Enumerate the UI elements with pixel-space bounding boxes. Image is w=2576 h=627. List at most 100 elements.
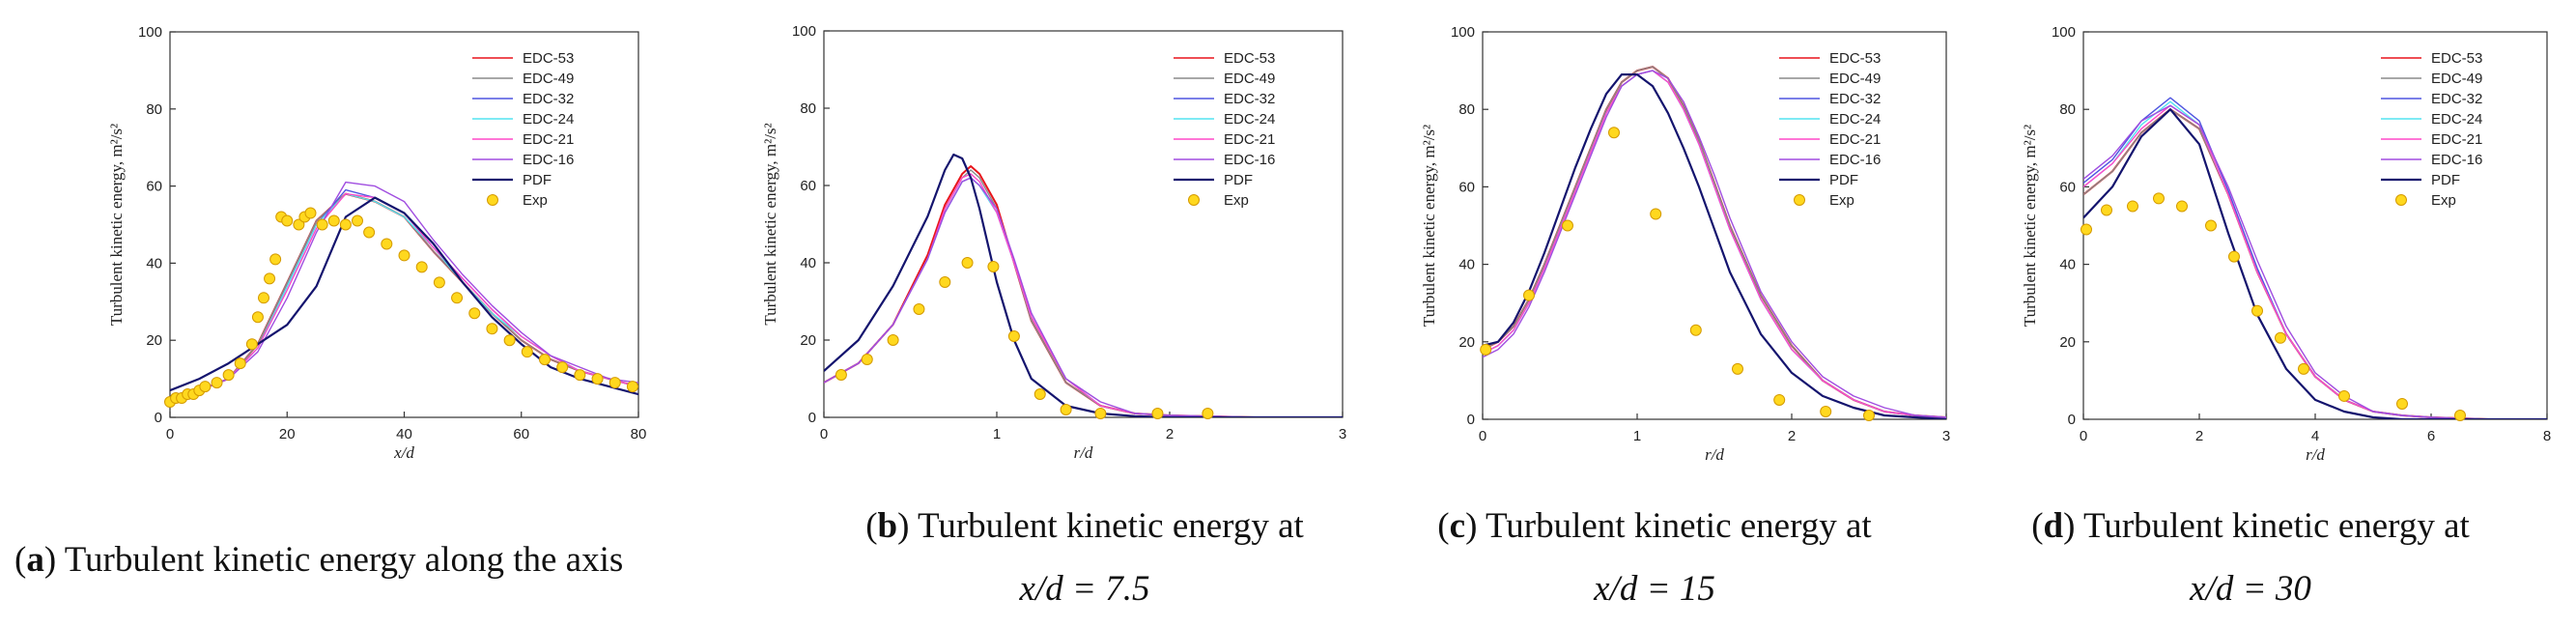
exp-point: [2176, 200, 2188, 213]
exp-point: [574, 369, 586, 382]
exp-point: [2153, 192, 2165, 205]
exp-point: [199, 381, 212, 393]
exp-point: [1480, 343, 1492, 356]
x-axis-label: x/d: [393, 443, 414, 462]
legend-marker-exp: [2395, 194, 2407, 206]
exp-point: [415, 261, 428, 273]
exp-point: [1773, 393, 1786, 406]
y-tick-label: 80: [2059, 101, 2076, 118]
caption-line-2: x/d = 15: [1593, 569, 1715, 609]
exp-point: [1060, 404, 1072, 415]
series-line-edc-16: [824, 177, 1343, 417]
legend-label: PDF: [1224, 172, 1253, 188]
exp-point: [1151, 408, 1164, 419]
caption-label: a: [26, 540, 44, 580]
legend-label: EDC-53: [1829, 50, 1881, 67]
series-line-edc-49: [824, 169, 1343, 417]
legend-label: EDC-49: [2431, 71, 2482, 87]
caption-line-2: x/d = 7.5: [1019, 569, 1150, 609]
x-axis-label: r/d: [1074, 443, 1093, 462]
caption-open-paren: (: [1437, 506, 1449, 546]
exp-point: [887, 334, 899, 346]
y-axis-label: Turbulent kinetic energy, m²/s²: [2021, 125, 2039, 327]
legend-label: EDC-49: [523, 71, 574, 87]
exp-point: [1033, 388, 1046, 400]
exp-point: [2205, 219, 2217, 232]
y-tick-label: 100: [2052, 24, 2076, 41]
y-tick-label: 100: [138, 24, 162, 41]
caption-text: ) Turbulent kinetic energy at: [2063, 506, 2470, 546]
y-tick-label: 40: [146, 255, 162, 271]
exp-point: [2396, 397, 2408, 410]
exp-point: [293, 218, 305, 231]
legend-label: EDC-32: [1224, 91, 1275, 107]
exp-point: [1732, 362, 1743, 375]
caption-line-1: (d) Turbulent kinetic energy at: [2031, 506, 2470, 546]
caption-open-paren: (: [14, 540, 26, 580]
exp-point: [2298, 362, 2309, 375]
y-tick-label: 80: [800, 100, 816, 117]
caption-open-paren: (: [865, 506, 877, 546]
legend: EDC-53 EDC-49 EDC-32 EDC-24 EDC-21 EDC-16 PDF E…: [2381, 50, 2482, 209]
legend-label: EDC-16: [1224, 152, 1275, 168]
exp-point: [503, 334, 516, 347]
exp-point: [2101, 204, 2112, 216]
caption-label: c: [1450, 506, 1465, 546]
legend-label: EDC-16: [523, 152, 574, 168]
series-line-pdf: [1483, 72, 1946, 419]
x-tick-label: 8: [2543, 428, 2551, 444]
exp-point: [339, 218, 352, 231]
y-tick-label: 20: [2059, 334, 2076, 351]
caption-label: b: [878, 506, 898, 546]
y-axis-label: Turbulent kinetic energy, m²/s²: [1420, 125, 1438, 327]
exp-point: [626, 381, 638, 393]
exp-point: [1608, 127, 1620, 139]
exp-point: [281, 214, 294, 227]
legend-label: EDC-21: [1224, 131, 1275, 148]
exp-point: [1094, 408, 1107, 419]
exp-point: [591, 373, 604, 385]
y-tick-label: 60: [800, 178, 816, 194]
plot-frame: [823, 30, 1344, 418]
series-line-edc-16: [170, 181, 638, 399]
legend-label: EDC-21: [1829, 131, 1881, 148]
y-tick-label: 20: [1458, 334, 1475, 351]
legend-label: EDC-32: [2431, 91, 2482, 107]
x-axis-label: r/d: [1705, 445, 1724, 464]
chart-panel-d: 0 20 40 60 80 100 0 2 4 6 8 r/d Turbulent kinetic en…: [2021, 24, 2551, 609]
exp-point: [987, 261, 1000, 272]
exp-point: [2454, 409, 2466, 421]
x-tick-label: 20: [279, 426, 296, 442]
series-line-pdf: [824, 153, 1343, 417]
y-axis-label: Turbulent kinetic energy, m²/s²: [761, 123, 779, 325]
x-tick-label: 4: [2311, 428, 2319, 444]
legend-label: PDF: [1829, 172, 1858, 188]
legend-label: PDF: [523, 172, 552, 188]
caption: (a) Turbulent kinetic energy along the a…: [14, 540, 623, 580]
legend-label: Exp: [1829, 192, 1854, 209]
legend-label: EDC-53: [2431, 50, 2482, 67]
exp-point: [1523, 289, 1535, 301]
legend-marker-exp: [487, 194, 498, 206]
exp-point: [433, 276, 445, 289]
y-tick-label: 60: [1458, 179, 1475, 195]
x-tick-label: 1: [1633, 428, 1641, 444]
y-tick-label: 20: [800, 332, 816, 349]
legend-label: EDC-21: [2431, 131, 2482, 148]
x-tick-label: 6: [2427, 428, 2435, 444]
x-tick-label: 0: [1479, 428, 1486, 444]
y-tick-label: 0: [155, 410, 162, 426]
chart-panel-b: 0 20 40 60 80 100 0 1 2 3 r/d Turbulent kinetic ene…: [761, 23, 1346, 609]
legend-label: EDC-24: [1224, 111, 1275, 128]
legend-label: EDC-21: [523, 131, 574, 148]
caption: (d) Turbulent kinetic energy at x/d = 30: [2031, 506, 2470, 609]
legend: EDC-53 EDC-49 EDC-32 EDC-24 EDC-21 EDC-16 PDF E…: [472, 50, 574, 209]
exp-point: [451, 292, 464, 304]
y-tick-label: 40: [1458, 257, 1475, 273]
legend-label: PDF: [2431, 172, 2460, 188]
legend-label: EDC-24: [2431, 111, 2482, 128]
x-tick-label: 1: [993, 426, 1001, 442]
exp-point: [1562, 219, 1573, 232]
exp-point: [222, 369, 235, 382]
legend-marker-exp: [1188, 194, 1200, 206]
